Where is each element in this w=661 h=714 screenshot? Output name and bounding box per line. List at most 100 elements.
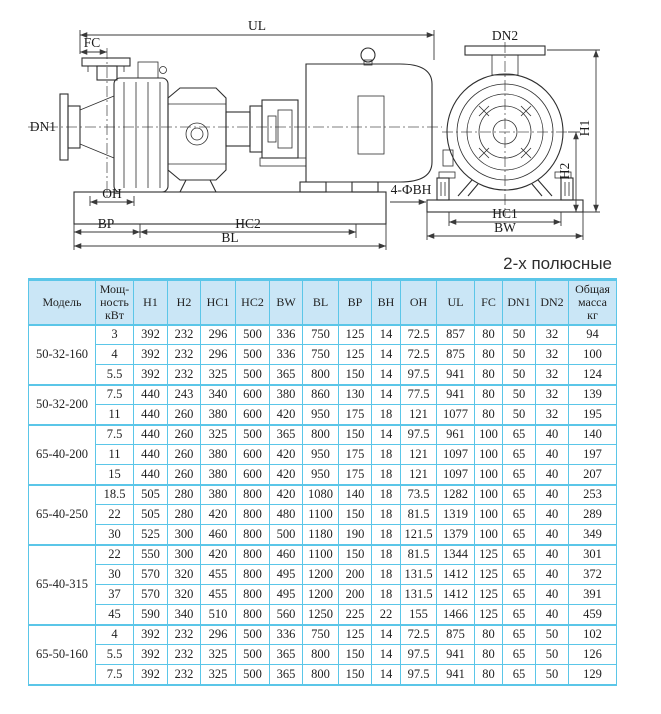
value-cell: 296 [200, 344, 236, 365]
value-cell: 1344 [436, 544, 475, 565]
end-view-drawing: DN2 4-ФBH H1 [390, 28, 600, 240]
power-cell: 5.5 [95, 364, 134, 386]
power-cell: 37 [95, 584, 134, 605]
value-cell: 97.5 [400, 424, 437, 445]
value-cell: 65 [502, 424, 536, 445]
value-cell: 80 [474, 644, 503, 665]
table-row: 50-32-160 3 392 232 296 500 336 750 125 14 72.5 857… [28, 324, 617, 386]
value-cell: 455 [200, 564, 236, 585]
value-cell: 65 [502, 524, 536, 546]
motor-nameplate [357, 95, 385, 155]
model-cell: 65-40-250 [28, 484, 96, 546]
value-cell: 500 [235, 664, 270, 686]
value-cell: 600 [235, 384, 270, 405]
value-cell: 325 [200, 644, 236, 665]
value-cell: 500 [235, 644, 270, 665]
value-cell: 392 [133, 624, 168, 645]
value-cell: 232 [167, 624, 201, 645]
value-cell: 50 [502, 364, 536, 386]
value-cell: 40 [535, 584, 569, 605]
value-cell: 950 [302, 464, 339, 486]
value-cell: 102 [568, 624, 617, 645]
value-cell: 941 [436, 664, 475, 686]
value-cell: 380 [200, 404, 236, 426]
value-cell: 18 [371, 584, 401, 605]
value-cell: 380 [269, 384, 303, 405]
value-cell: 460 [269, 544, 303, 565]
value-cell: 280 [167, 484, 201, 505]
value-cell: 40 [535, 564, 569, 585]
power-cell: 11 [95, 444, 134, 465]
value-cell: 195 [568, 404, 617, 426]
value-cell: 1200 [302, 564, 339, 585]
value-cell: 150 [338, 504, 372, 525]
value-cell: 260 [167, 404, 201, 426]
value-cell: 320 [167, 584, 201, 605]
value-cell: 500 [235, 424, 270, 445]
value-cell: 40 [535, 544, 569, 565]
value-cell: 600 [235, 404, 270, 426]
power-cell: 22 [95, 544, 134, 565]
suction-flange [59, 93, 115, 161]
value-cell: 130 [338, 384, 372, 405]
value-cell: 420 [200, 544, 236, 565]
value-cell: 857 [436, 324, 475, 345]
value-cell: 50 [535, 664, 569, 686]
value-cell: 131.5 [400, 564, 437, 585]
model-cell: 50-32-200 [28, 384, 96, 426]
table-row: 30 525 300 460 800 500 1180 190 18 121.5 1379 100 65… [29, 524, 617, 546]
value-cell: 200 [338, 584, 372, 605]
value-cell: 150 [338, 364, 372, 386]
value-cell: 325 [200, 664, 236, 686]
dim-label-bolt-holes: 4-ФBH [391, 182, 432, 197]
value-cell: 420 [269, 464, 303, 486]
column-header: BW [269, 279, 303, 326]
value-cell: 440 [133, 384, 168, 405]
column-header: OH [400, 279, 437, 326]
value-cell: 65 [502, 624, 536, 645]
value-cell: 77.5 [400, 384, 437, 405]
table-row: 7.5 392 232 325 500 365 800 150 14 97.5 941 80 65 50 1… [29, 664, 617, 686]
value-cell: 197 [568, 444, 617, 465]
value-cell: 14 [371, 324, 401, 345]
value-cell: 150 [338, 644, 372, 665]
value-cell: 365 [269, 424, 303, 445]
value-cell: 950 [302, 444, 339, 465]
value-cell: 372 [568, 564, 617, 585]
value-cell: 139 [568, 384, 617, 405]
power-cell: 15 [95, 464, 134, 486]
value-cell: 340 [200, 384, 236, 405]
column-header: DN2 [535, 279, 569, 326]
value-cell: 131.5 [400, 584, 437, 605]
value-cell: 260 [167, 464, 201, 486]
value-cell: 325 [200, 424, 236, 445]
value-cell: 260 [167, 444, 201, 465]
table-row: 65-40-250 18.5 505 280 380 800 420 1080 140 18 73.… [28, 484, 617, 546]
pump-casing-front [442, 73, 564, 191]
dim-label-hc2: HC2 [235, 216, 261, 231]
value-cell: 126 [568, 644, 617, 665]
value-cell: 500 [235, 324, 270, 345]
value-cell: 121 [400, 404, 437, 426]
value-cell: 97.5 [400, 644, 437, 665]
discharge-pipe [96, 65, 118, 81]
value-cell: 800 [235, 604, 270, 626]
value-cell: 800 [302, 424, 339, 445]
value-cell: 40 [535, 424, 569, 445]
value-cell: 50 [502, 324, 536, 345]
value-cell: 260 [167, 424, 201, 445]
dim-label-h2: H2 [557, 163, 572, 180]
value-cell: 18 [371, 504, 401, 525]
value-cell: 50 [502, 384, 536, 405]
shaft-sleeve [249, 105, 263, 153]
value-cell: 750 [302, 344, 339, 365]
value-cell: 129 [568, 664, 617, 686]
power-cell: 3 [95, 324, 134, 345]
value-cell: 480 [269, 504, 303, 525]
value-cell: 320 [167, 564, 201, 585]
value-cell: 1100 [302, 544, 339, 565]
value-cell: 40 [535, 464, 569, 486]
side-view-drawing: UL FC DN1 [28, 18, 442, 250]
value-cell: 800 [235, 564, 270, 585]
value-cell: 125 [338, 624, 372, 645]
